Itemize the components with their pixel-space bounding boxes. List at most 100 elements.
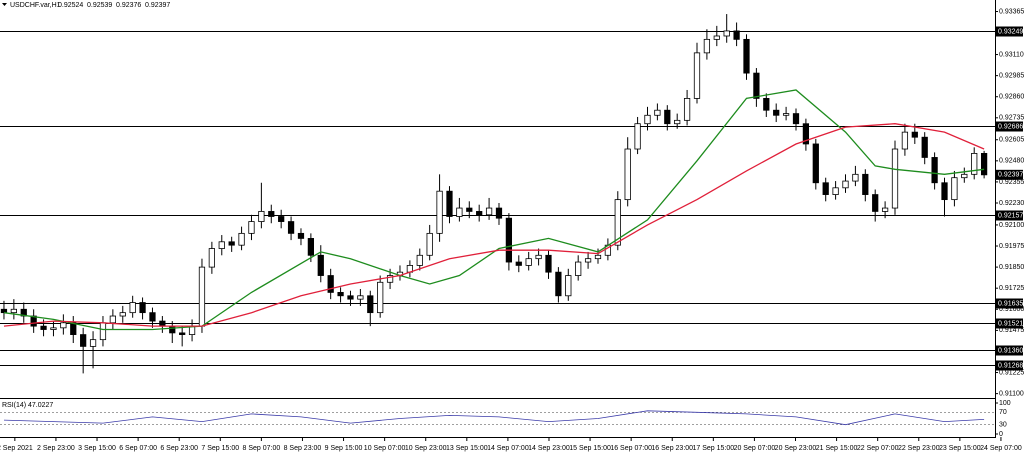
rsi-tick-label: 0 xyxy=(999,431,1003,438)
candle-body xyxy=(317,254,324,276)
candle-body xyxy=(268,211,275,217)
candle-body xyxy=(80,334,87,347)
candle-body xyxy=(297,232,305,239)
candle-body xyxy=(30,315,37,327)
candle-body xyxy=(228,241,235,246)
candle-body xyxy=(782,113,790,116)
candle-body xyxy=(584,258,592,263)
candle-body xyxy=(179,332,186,335)
candle-body xyxy=(891,148,899,209)
x-tick-label: 10 Sep 23:00 xyxy=(405,445,447,452)
candle-body xyxy=(347,295,354,300)
candle-body xyxy=(99,322,107,341)
x-tick-label: 10 Sep 07:00 xyxy=(364,445,406,452)
rsi-tick-label: 100 xyxy=(999,400,1011,407)
candle-body xyxy=(802,123,810,145)
candle-body xyxy=(357,295,364,300)
ohlc-low: 0.92376 xyxy=(116,2,141,9)
rsi-line xyxy=(3,410,985,426)
y-tick-label: 0.91475 xyxy=(999,327,1024,334)
x-tick-label: 15 Sep 15:00 xyxy=(569,445,611,452)
candle-body xyxy=(466,207,473,212)
symbol-title: USDCHF.var,H1 xyxy=(10,2,61,9)
candle-body xyxy=(446,190,453,217)
rsi-title: RSI(14) xyxy=(2,402,26,409)
ohlc-high: 0.92539 xyxy=(87,2,112,9)
x-tick-label: 9 Sep 15:00 xyxy=(325,445,363,452)
candle-body xyxy=(545,254,552,273)
candle-body xyxy=(287,221,295,234)
x-tick-label: 24 Sep 07:00 xyxy=(980,445,1022,452)
current-price-box xyxy=(996,169,1023,180)
candle-body xyxy=(109,315,116,324)
candle-body xyxy=(258,211,265,222)
rsi-tick-label: 30 xyxy=(999,422,1007,429)
y-tick-label: 0.92100 xyxy=(999,222,1024,229)
x-tick-label: 3 Sep 15:00 xyxy=(78,445,116,452)
y-tick-label: 0.92355 xyxy=(999,179,1024,186)
x-tick-label: 8 Sep 07:00 xyxy=(242,445,280,452)
menu-arrow[interactable] xyxy=(2,3,7,6)
candle-body xyxy=(901,131,909,150)
y-tick-label: 0.91725 xyxy=(999,285,1024,292)
candle-body xyxy=(50,327,57,330)
candle-body xyxy=(456,207,463,217)
moving-average xyxy=(3,123,985,327)
y-tick-label: 0.91100 xyxy=(999,390,1024,397)
candle-body xyxy=(664,109,671,125)
y-tick-label: 0.92230 xyxy=(999,200,1024,207)
x-tick-label: 22 Sep 07:00 xyxy=(857,445,899,452)
candle-body xyxy=(594,254,602,260)
ohlc-open: 0.92524 xyxy=(58,2,83,9)
candle-body xyxy=(931,157,938,184)
candle-body xyxy=(654,109,661,116)
y-tick-label: 0.93110 xyxy=(999,51,1024,58)
candle-body xyxy=(911,131,918,138)
level-label: 0.91635 xyxy=(998,300,1023,307)
candle-body xyxy=(307,238,314,256)
y-tick-label: 0.92480 xyxy=(999,158,1024,165)
candle-body xyxy=(881,207,889,212)
current-price-label: 0.92397 xyxy=(998,172,1023,179)
candle-body xyxy=(763,98,770,111)
candle-body xyxy=(693,52,701,99)
candle-body xyxy=(634,123,641,150)
candle-body xyxy=(703,38,711,54)
candle-body xyxy=(149,312,156,322)
candle-body xyxy=(525,258,532,266)
candle-body xyxy=(753,72,760,99)
candle-body xyxy=(426,232,433,256)
x-tick-label: 8 Sep 23:00 xyxy=(284,445,322,452)
candle-body xyxy=(159,320,166,327)
level-label-box xyxy=(996,360,1023,371)
candle-body xyxy=(921,136,928,158)
candle-body xyxy=(822,182,829,195)
candle-body xyxy=(278,216,285,222)
candle-body xyxy=(515,261,522,266)
x-tick-label: 17 Sep 15:00 xyxy=(693,445,735,452)
candle-body xyxy=(416,254,423,266)
level-label-box xyxy=(996,298,1023,309)
y-tick-label: 0.92860 xyxy=(999,94,1024,101)
y-tick-label: 0.91850 xyxy=(999,264,1024,271)
x-tick-label: 21 Sep 15:00 xyxy=(816,445,858,452)
level-label: 0.92686 xyxy=(998,123,1023,130)
candle-body xyxy=(575,261,582,276)
y-tick-label: 0.91975 xyxy=(999,243,1024,250)
candle-body xyxy=(248,221,255,234)
candle-body xyxy=(812,143,819,184)
candle-body xyxy=(40,325,47,330)
candle-body xyxy=(485,207,493,216)
candle-body xyxy=(723,30,730,37)
level-label: 0.91521 xyxy=(998,320,1023,327)
x-tick-label: 6 Sep 07:00 xyxy=(119,445,157,452)
y-tick-label: 0.92985 xyxy=(999,72,1024,79)
candle-body xyxy=(713,35,720,40)
candle-body xyxy=(773,109,780,116)
candle-body xyxy=(862,173,869,195)
y-tick-label: 0.92735 xyxy=(999,115,1024,122)
level-label-box xyxy=(996,318,1023,329)
candle-body xyxy=(971,153,978,175)
candle-body xyxy=(208,248,215,268)
